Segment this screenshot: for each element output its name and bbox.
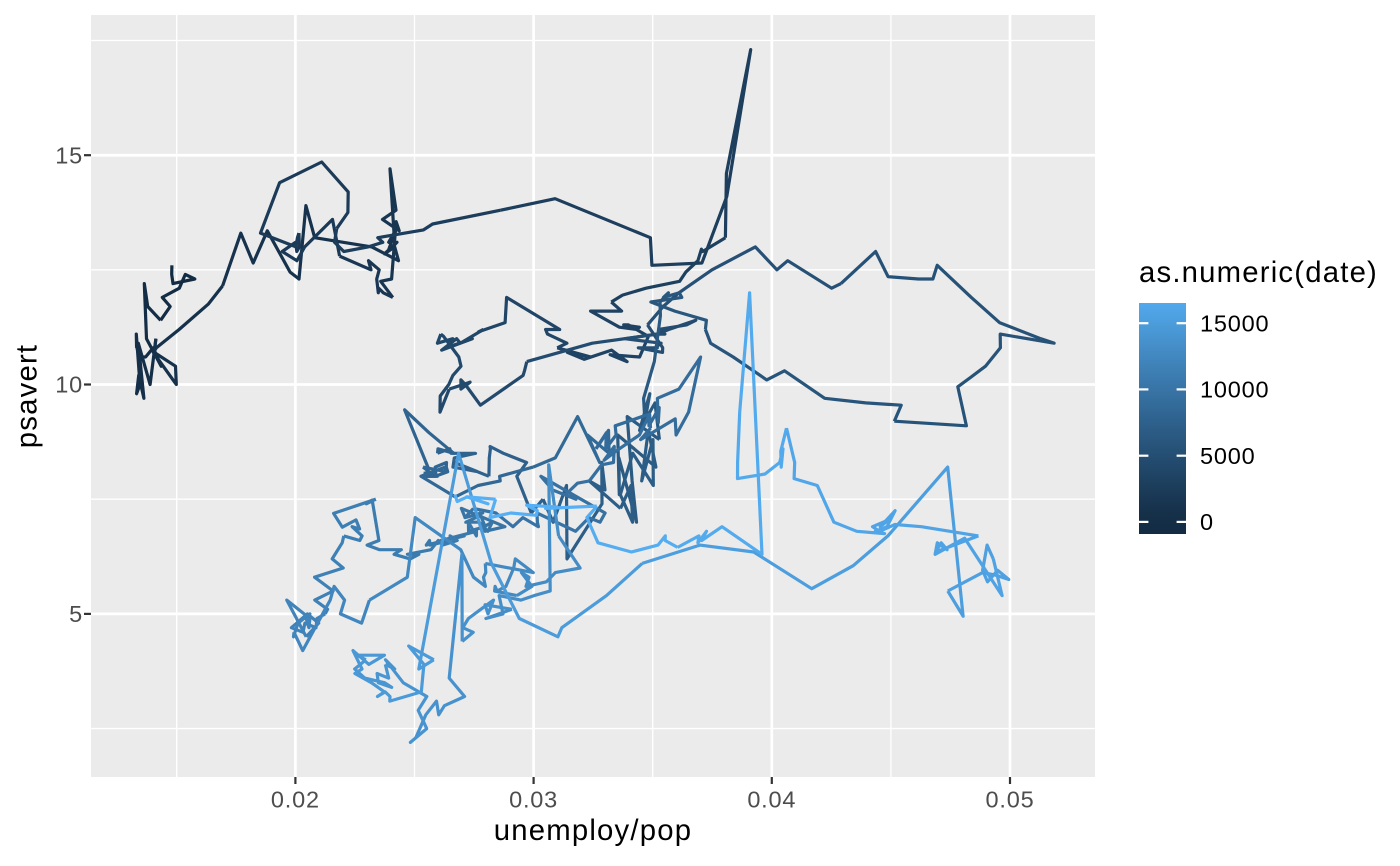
svg-text:15: 15 (55, 142, 83, 168)
svg-text:0: 0 (1200, 509, 1214, 535)
svg-text:0.04: 0.04 (747, 787, 796, 813)
svg-text:0.02: 0.02 (271, 787, 320, 813)
svg-text:psavert: psavert (11, 344, 44, 448)
svg-text:unemploy/pop: unemploy/pop (494, 814, 692, 847)
svg-text:10000: 10000 (1200, 377, 1269, 403)
svg-text:0.03: 0.03 (509, 787, 558, 813)
svg-text:5000: 5000 (1200, 443, 1255, 469)
svg-text:10: 10 (55, 372, 83, 398)
svg-text:5: 5 (69, 601, 83, 627)
svg-text:0.05: 0.05 (986, 787, 1035, 813)
svg-text:as.numeric(date): as.numeric(date) (1139, 256, 1378, 289)
svg-text:15000: 15000 (1200, 310, 1269, 336)
